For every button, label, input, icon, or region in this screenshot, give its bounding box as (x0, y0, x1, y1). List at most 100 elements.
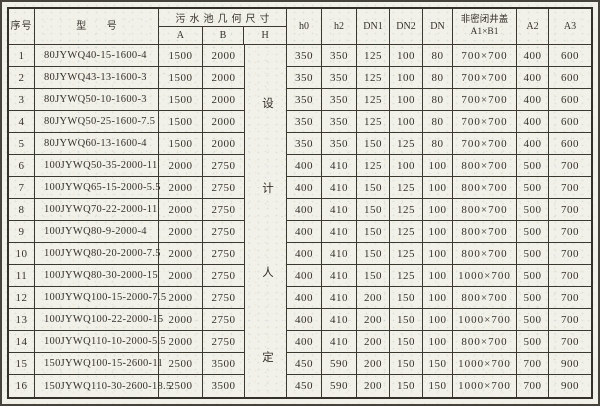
cell-h0: 450 (287, 375, 322, 397)
cell-h0: 450 (287, 353, 322, 375)
cell-serial-number: 12 (9, 287, 35, 309)
table-row: 9 100JYWQ80-9-2000-4 2000 2750 400 410 1… (9, 221, 591, 243)
cell-dn1: 200 (357, 287, 390, 309)
cell-dn2: 150 (390, 353, 423, 375)
cell-model: 100JYWQ50-35-2000-11 (35, 155, 159, 177)
cell-dn1: 200 (357, 331, 390, 353)
table-row: 13 100JYWQ100-22-2000-15 2000 2750 400 4… (9, 309, 591, 331)
cell-manhole-cover-size: 800×700 (453, 221, 517, 243)
cell-b: 2750 (203, 243, 245, 265)
cell-dn: 100 (423, 287, 453, 309)
cell-a3: 700 (549, 309, 591, 331)
cell-h-merged (245, 111, 287, 133)
cell-serial-number: 10 (9, 243, 35, 265)
cell-serial-number: 5 (9, 133, 35, 155)
header-manhole-cover-line2: A1×B1 (470, 26, 499, 37)
cell-dn2: 125 (390, 243, 423, 265)
cell-h2: 590 (322, 375, 357, 397)
header-col-h0: h0 (287, 9, 322, 45)
cell-manhole-cover-size: 800×700 (453, 331, 517, 353)
cell-model: 150JYWQ100-15-2600-11 (35, 353, 163, 375)
cell-a2: 700 (517, 375, 549, 397)
cell-manhole-cover-size: 700×700 (453, 89, 517, 111)
cell-b: 2750 (203, 331, 245, 353)
cell-h-merged (245, 331, 287, 353)
cell-serial-number: 15 (9, 353, 35, 375)
cell-dn2: 100 (390, 89, 423, 111)
cell-dn2: 150 (390, 375, 423, 397)
cell-model: 100JYWQ70-22-2000-11 (35, 199, 159, 221)
cell-a2: 400 (517, 111, 549, 133)
header-col-dn1: DN1 (357, 9, 390, 45)
cell-dn: 100 (423, 221, 453, 243)
table-row: 10 100JYWQ80-20-2000-7.5 2000 2750 400 4… (9, 243, 591, 265)
cell-a3: 600 (549, 111, 591, 133)
cell-h2: 410 (322, 287, 357, 309)
cell-a: 2000 (159, 287, 203, 309)
cell-a2: 500 (517, 221, 549, 243)
table-row: 2 80JYWQ43-13-1600-3 1500 2000 350 350 1… (9, 67, 591, 89)
cell-serial-number: 1 (9, 45, 35, 67)
cell-dn: 100 (423, 331, 453, 353)
header-manhole-cover: 非密闭井盖 A1×B1 (453, 9, 517, 45)
header-col-a2: A2 (517, 9, 549, 45)
cell-h0: 400 (287, 155, 322, 177)
cell-b: 2750 (203, 265, 245, 287)
cell-h2: 410 (322, 243, 357, 265)
cell-a3: 700 (549, 221, 591, 243)
cell-a2: 400 (517, 45, 549, 67)
cell-a3: 600 (549, 67, 591, 89)
cell-h-merged (245, 309, 287, 331)
cell-h0: 400 (287, 265, 322, 287)
cell-h-merged (245, 221, 287, 243)
table-row: 3 80JYWQ50-10-1600-3 1500 2000 350 350 1… (9, 89, 591, 111)
header-col-h: H (244, 27, 286, 45)
cell-a3: 600 (549, 89, 591, 111)
cell-a2: 400 (517, 67, 549, 89)
cell-a: 2000 (159, 265, 203, 287)
table-row: 7 100JYWQ65-15-2000-5.5 2000 2750 400 41… (9, 177, 591, 199)
header-col-dn: DN (423, 9, 453, 45)
cell-a: 2000 (159, 177, 203, 199)
cell-manhole-cover-size: 800×700 (453, 243, 517, 265)
cell-manhole-cover-size: 800×700 (453, 155, 517, 177)
cell-a3: 700 (549, 199, 591, 221)
cell-dn2: 125 (390, 265, 423, 287)
header-col-h2: h2 (322, 9, 357, 45)
cell-dn2: 100 (390, 111, 423, 133)
cell-a2: 500 (517, 331, 549, 353)
cell-manhole-cover-size: 1000×700 (453, 353, 517, 375)
cell-dn: 80 (423, 67, 453, 89)
cell-h2: 410 (322, 155, 357, 177)
cell-model: 80JYWQ43-13-1600-3 (35, 67, 159, 89)
cell-a2: 500 (517, 243, 549, 265)
table-row: 12 100JYWQ100-15-2000-7.5 2000 2750 400 … (9, 287, 591, 309)
cell-h2: 350 (322, 89, 357, 111)
cell-a3: 900 (561, 380, 579, 392)
table-header: 序号 型 号 污水池几何尺寸 A B H h0 h2 DN1 DN2 DN 非密… (9, 9, 591, 45)
cell-a: 1500 (159, 111, 203, 133)
cell-manhole-cover-size: 700×700 (453, 45, 517, 67)
cell-manhole-cover-size: 800×700 (453, 177, 517, 199)
cell-h2: 410 (322, 177, 357, 199)
cell-manhole-cover-size: 700×700 (453, 133, 517, 155)
cell-b: 2000 (203, 67, 245, 89)
cell-dn: 80 (423, 45, 453, 67)
cell-b: 2000 (203, 45, 245, 67)
cell-model: 150JYWQ110-30-2600-18.5 (35, 375, 171, 397)
cell-h2: 350 (322, 67, 357, 89)
cell-model: 100JYWQ100-15-2000-7.5 (35, 287, 166, 309)
cell-h-merged (245, 177, 287, 199)
cell-b: 2000 (203, 111, 245, 133)
cell-dn1: 150 (357, 265, 390, 287)
cell-a: 2000 (159, 221, 203, 243)
cell-a3: 600 (549, 133, 591, 155)
cell-h2: 410 (322, 221, 357, 243)
cell-dn1: 150 (357, 243, 390, 265)
cell-h2: 350 (322, 133, 357, 155)
cell-h2: 350 (322, 111, 357, 133)
cell-b: 3500 (203, 375, 245, 397)
cell-model: 100JYWQ80-20-2000-7.5 (35, 243, 161, 265)
cell-dn1: 150 (357, 199, 390, 221)
cell-a2: 500 (517, 199, 549, 221)
